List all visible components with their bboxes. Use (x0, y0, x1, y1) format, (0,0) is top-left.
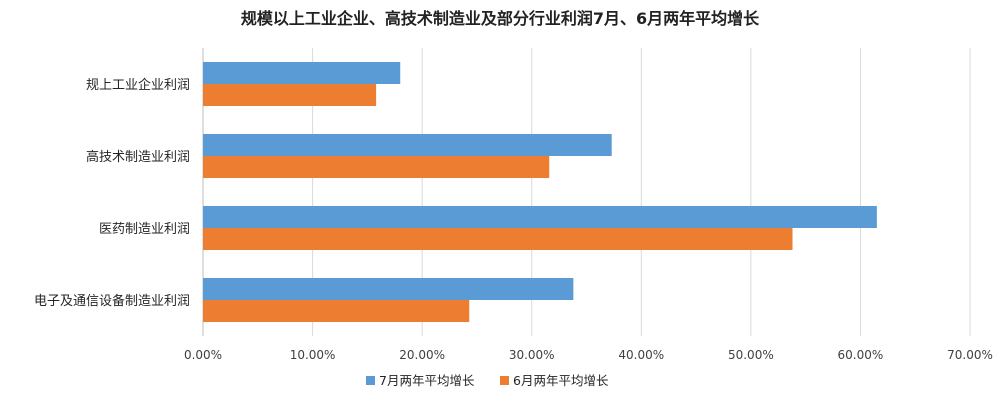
bar-july-3 (203, 278, 574, 300)
legend-swatch (500, 376, 509, 385)
bar-june-0 (203, 84, 377, 106)
x-tick-label: 70.00% (947, 348, 993, 362)
category-label: 医药制造业利润 (99, 222, 190, 237)
category-label: 电子及通信设备制造业利润 (34, 293, 190, 309)
bar-july-1 (203, 134, 612, 156)
x-tick-label: 20.00% (399, 348, 445, 362)
x-tick-label: 30.00% (509, 348, 555, 362)
x-tick-label: 10.00% (290, 348, 336, 362)
category-label: 规上工业企业利润 (86, 77, 190, 93)
category-label: 高技术制造业利润 (86, 149, 190, 165)
x-tick-label: 50.00% (728, 348, 774, 362)
x-tick-label: 40.00% (618, 348, 664, 362)
legend-swatch (366, 376, 375, 385)
bar-july-0 (203, 62, 401, 84)
legend-label: 6月两年平均增长 (513, 373, 609, 388)
bar-june-3 (203, 300, 470, 322)
bar-june-1 (203, 156, 550, 178)
bar-june-2 (203, 228, 793, 250)
chart-title: 规模以上工业企业、高技术制造业及部分行业利润7月、6月两年平均增长 (241, 9, 760, 28)
legend-label: 7月两年平均增长 (379, 373, 475, 388)
x-tick-labels: 0.00% 10.00% 20.00% 30.00% 40.00% 50.00% 60.00… (184, 348, 993, 362)
x-tick-label: 0.00% (184, 348, 222, 362)
legend: 7月两年平均增长 6月两年平均增长 (366, 373, 609, 388)
x-tick-label: 60.00% (838, 348, 884, 362)
bar-july-2 (203, 206, 877, 228)
bars (203, 62, 877, 322)
